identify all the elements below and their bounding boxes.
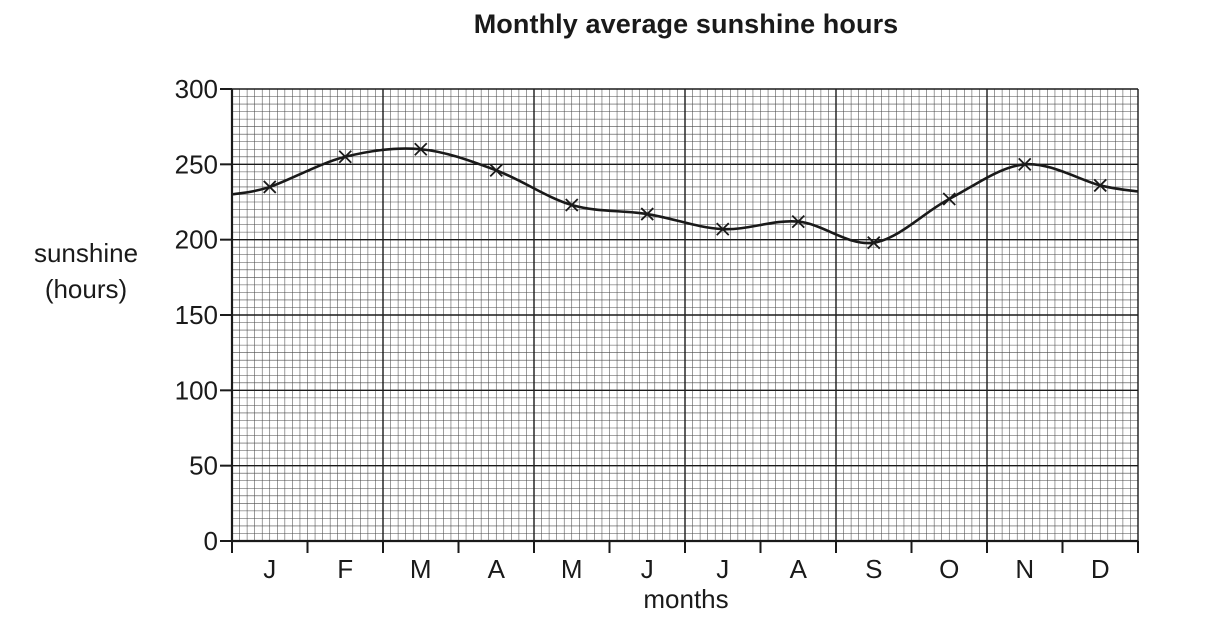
x-tick-label: O: [939, 554, 959, 584]
data-point-marker: [1018, 157, 1032, 171]
marker-stroke: [942, 192, 956, 206]
marker-stroke: [716, 222, 730, 236]
data-point-marker: [640, 207, 654, 221]
marker-stroke: [640, 207, 654, 221]
y-tick-label: 0: [204, 526, 218, 556]
y-tick-label: 300: [175, 74, 218, 104]
marker-stroke: [489, 163, 503, 177]
data-point-marker: [791, 214, 805, 229]
marker-stroke: [263, 180, 277, 194]
marker-stroke: [867, 236, 881, 250]
x-tick-label: M: [561, 554, 583, 584]
data-point-marker: [565, 198, 579, 212]
x-tick-label: J: [641, 554, 654, 584]
grid-major: [231, 88, 1139, 542]
y-axis-label-line-2: (hours): [44, 274, 128, 304]
x-tick-label: M: [410, 554, 432, 584]
data-point-marker: [716, 222, 730, 236]
data-point-marker: [489, 163, 503, 177]
marker-stroke: [1093, 178, 1107, 193]
x-tick-label: F: [337, 554, 353, 584]
marker-stroke: [414, 142, 428, 156]
x-axis-label: months: [643, 584, 729, 614]
data-point-marker: [942, 192, 956, 206]
marker-stroke: [338, 150, 352, 164]
data-markers: [263, 142, 1107, 250]
x-tick-label: J: [263, 554, 276, 584]
series-line: [231, 147, 1139, 245]
y-tick-label: 250: [175, 149, 218, 179]
y-ticks: 0 50 100 150 200 250 300: [175, 74, 232, 556]
x-tick-label: S: [865, 554, 882, 584]
marker-stroke: [791, 214, 805, 229]
data-point-marker: [867, 236, 881, 250]
y-tick-label: 200: [175, 225, 218, 255]
y-tick-label: 150: [175, 300, 218, 330]
data-point-marker: [1093, 178, 1107, 193]
x-tick-label: D: [1091, 554, 1110, 584]
marker-stroke: [1018, 157, 1032, 171]
x-tick-label: J: [716, 554, 729, 584]
x-tick-label: A: [488, 554, 506, 584]
chart-title: Monthly average sunshine hours: [473, 9, 899, 39]
data-point-marker: [338, 150, 352, 164]
data-point-marker: [263, 180, 277, 194]
marker-stroke: [565, 198, 579, 212]
y-tick-label: 50: [189, 451, 218, 481]
x-tick-label: A: [790, 554, 808, 584]
data-point-marker: [414, 142, 428, 156]
x-tick-label: N: [1015, 554, 1034, 584]
y-axis-label-line-1: sunshine: [33, 238, 139, 268]
y-tick-label: 100: [175, 375, 218, 405]
